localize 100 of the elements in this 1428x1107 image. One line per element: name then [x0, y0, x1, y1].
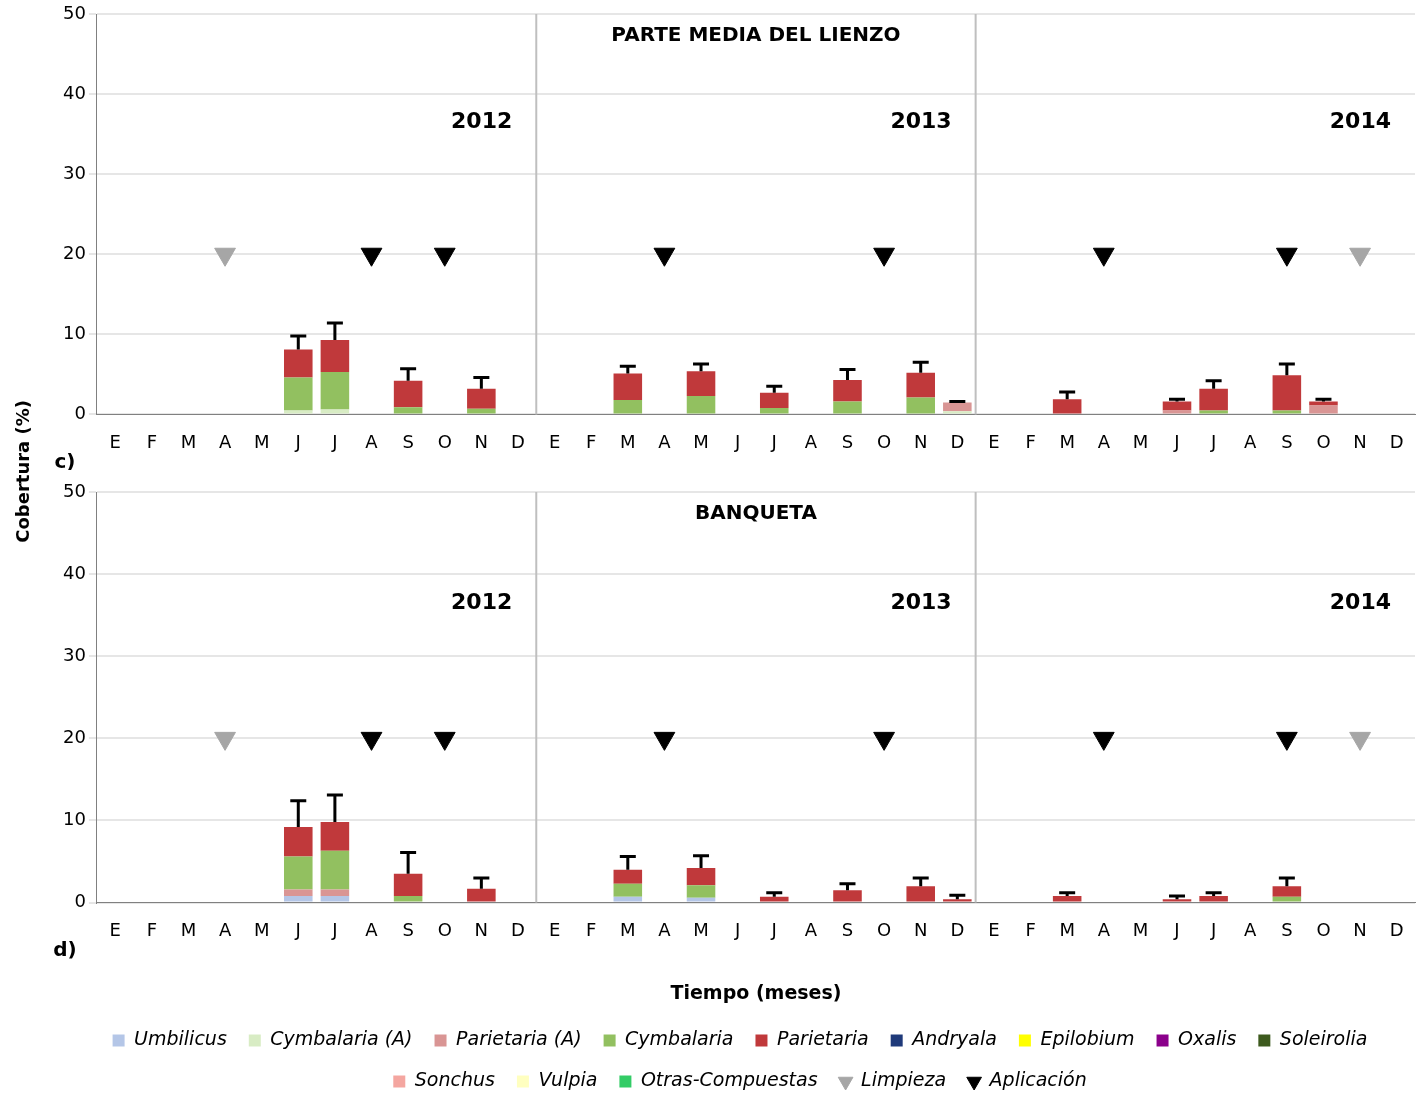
bar: [1199, 410, 1228, 414]
legend-label: Umbilicus: [134, 1027, 227, 1050]
text: PARTE MEDIA DEL LIENZO: [611, 22, 901, 47]
x-tick-label: M: [1059, 919, 1075, 941]
x-tick-label: E: [109, 919, 121, 941]
legend-label: Epilobium: [1040, 1027, 1135, 1050]
legend-label: Limpieza: [861, 1068, 947, 1091]
x-tick-label: F: [1025, 919, 1036, 941]
x-tick-label: S: [841, 919, 854, 941]
x-tick-label: M: [620, 919, 636, 941]
x-tick-label: A: [658, 919, 672, 941]
bar: [393, 896, 423, 902]
y-tick-label: 0: [74, 402, 86, 424]
x-tick-label: F: [1025, 430, 1036, 452]
bar: [1309, 401, 1338, 406]
bar: [833, 379, 862, 402]
x-tick-label: J: [294, 919, 301, 941]
bar: [1052, 399, 1082, 414]
x-tick-label: J: [1173, 430, 1180, 452]
x-tick-label: O: [877, 430, 892, 452]
x-tick-label: J: [770, 919, 777, 941]
x-tick-label: J: [770, 430, 777, 452]
bar: [1162, 899, 1192, 902]
bar: [1272, 375, 1302, 411]
bar: [833, 401, 862, 414]
x-tick-label: A: [218, 919, 232, 941]
bar: [686, 885, 716, 898]
bar: [613, 883, 643, 897]
bar: [284, 377, 313, 411]
bar: [320, 822, 350, 851]
x-tick-label: A: [1097, 919, 1111, 941]
x-tick-label: J: [1209, 430, 1217, 452]
x-tick-label: F: [146, 430, 157, 452]
x-tick-label: O: [437, 430, 452, 452]
x-tick-label: M: [693, 430, 709, 452]
bar: [284, 896, 313, 902]
legend-label: Vulpia: [538, 1068, 598, 1091]
x-tick-label: D: [511, 430, 525, 452]
x-tick-label: A: [365, 430, 379, 452]
annotation: 2013: [890, 107, 952, 133]
bar: [613, 399, 643, 414]
bar: [467, 888, 496, 902]
bar: [320, 371, 350, 410]
x-tick-label: D: [511, 919, 525, 941]
y-tick-label: 10: [63, 321, 86, 343]
bar: [759, 407, 789, 414]
x-tick-label: F: [586, 430, 597, 452]
legend-label: Cymbalaria: [625, 1027, 734, 1050]
bar: [320, 896, 350, 902]
x-tick-label: S: [402, 430, 414, 452]
bar: [393, 380, 423, 408]
x-tick-label: E: [109, 430, 121, 452]
x-tick-label: M: [1132, 919, 1149, 941]
bar: [1272, 896, 1302, 902]
x-tick-label: A: [218, 430, 232, 452]
bar: [1272, 886, 1302, 897]
x-axis-title: Tiempo (meses): [670, 980, 842, 1003]
x-tick-label: O: [1316, 919, 1331, 941]
x-tick-label: N: [474, 430, 489, 452]
x-tick-label: M: [180, 430, 197, 452]
x-tick-label: E: [988, 430, 1000, 452]
x-tick-label: M: [253, 430, 270, 452]
bar: [906, 397, 935, 414]
bar: [284, 889, 313, 897]
bar: [1162, 410, 1192, 414]
x-tick-label: S: [1281, 430, 1293, 452]
x-tick-label: J: [331, 430, 338, 452]
x-tick-label: D: [950, 919, 965, 941]
x-tick-label: J: [331, 919, 338, 941]
x-tick-label: N: [913, 430, 928, 452]
bar: [393, 407, 423, 414]
bar: [613, 896, 643, 902]
x-tick-label: A: [804, 430, 818, 452]
x-tick-label: J: [1209, 919, 1217, 941]
y-tick-label: 40: [63, 561, 86, 583]
annotation: 2014: [1329, 588, 1391, 614]
x-tick-label: M: [620, 430, 636, 452]
bar: [1272, 410, 1302, 414]
bar: [686, 371, 716, 396]
x-tick-label: N: [913, 919, 928, 941]
annotation: 2012: [451, 107, 513, 133]
bar: [284, 410, 313, 414]
y-tick-label: 50: [63, 479, 86, 501]
bar: [943, 402, 972, 412]
legend-label: Soleirolia: [1279, 1027, 1368, 1050]
x-tick-label: D: [1389, 919, 1404, 941]
x-tick-label: J: [294, 430, 301, 452]
bar: [1199, 896, 1228, 902]
bar: [1052, 896, 1082, 902]
bar: [906, 886, 935, 902]
bar: [284, 349, 313, 378]
legend-label: Aplicación: [987, 1068, 1087, 1091]
bar: [1309, 405, 1338, 414]
x-tick-label: O: [877, 919, 892, 941]
y-tick-label: 30: [63, 161, 86, 183]
x-tick-label: J: [733, 919, 741, 941]
y-axis-title: Cobertura (%): [12, 400, 33, 543]
bar: [833, 890, 862, 902]
x-tick-label: S: [1281, 919, 1293, 941]
annotation: 2012: [451, 588, 513, 614]
